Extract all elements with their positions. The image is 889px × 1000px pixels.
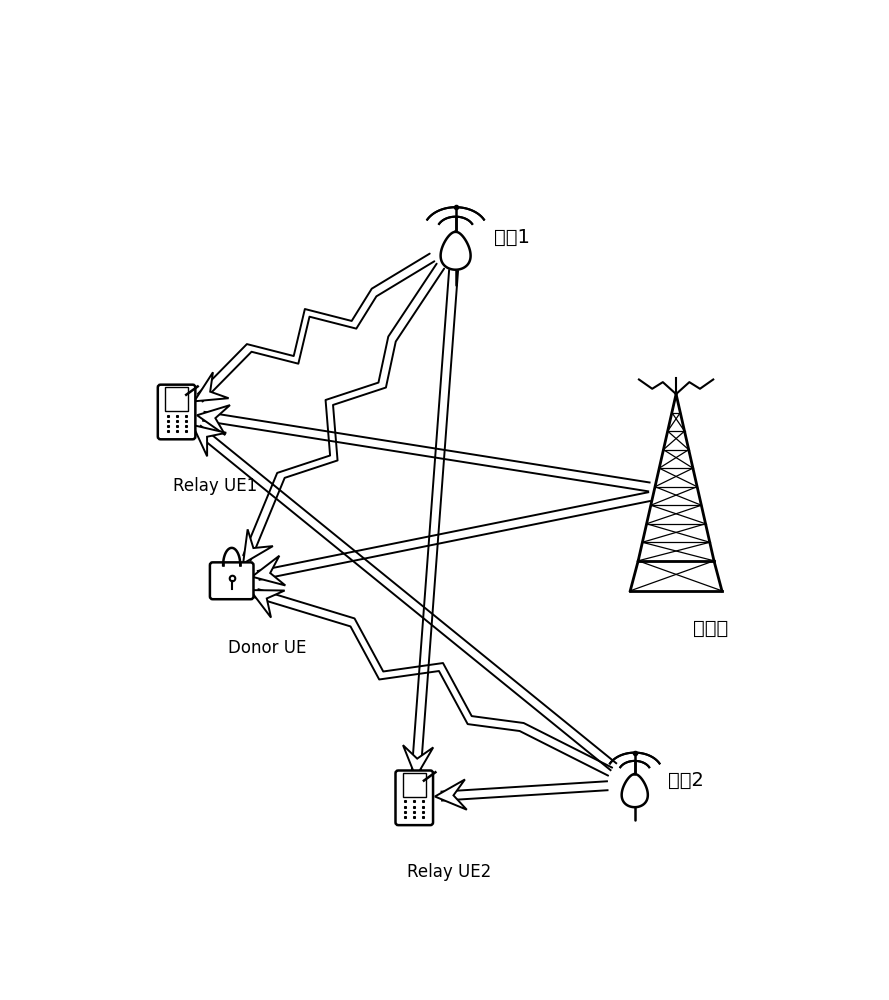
FancyBboxPatch shape bbox=[158, 385, 196, 439]
Text: 宏基站: 宏基站 bbox=[693, 619, 729, 638]
Text: Relay UE2: Relay UE2 bbox=[407, 863, 492, 881]
FancyBboxPatch shape bbox=[210, 562, 253, 599]
Polygon shape bbox=[621, 774, 648, 807]
Polygon shape bbox=[441, 232, 470, 270]
Text: 中继2: 中继2 bbox=[668, 771, 704, 790]
Polygon shape bbox=[197, 405, 230, 435]
Polygon shape bbox=[250, 590, 284, 618]
Bar bbox=[165, 387, 188, 411]
Polygon shape bbox=[193, 425, 226, 456]
FancyBboxPatch shape bbox=[396, 770, 433, 825]
Polygon shape bbox=[252, 556, 285, 585]
Polygon shape bbox=[243, 529, 273, 564]
Text: Relay UE1: Relay UE1 bbox=[173, 477, 258, 495]
Text: Donor UE: Donor UE bbox=[228, 639, 307, 657]
Bar bbox=[403, 773, 426, 797]
Polygon shape bbox=[195, 372, 228, 401]
Polygon shape bbox=[403, 745, 433, 777]
Text: 中继1: 中继1 bbox=[493, 228, 529, 247]
Polygon shape bbox=[435, 779, 467, 810]
